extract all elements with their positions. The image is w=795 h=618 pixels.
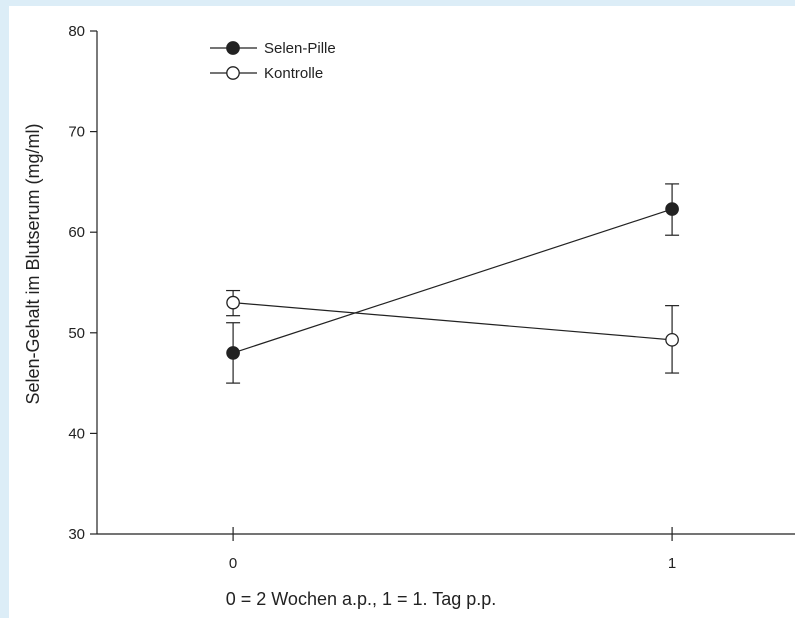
data-point <box>226 346 240 360</box>
data-point <box>226 295 240 310</box>
x-tick-label: 0 <box>229 555 237 572</box>
series-kontrolle <box>226 289 680 374</box>
x-axis-title: 0 = 2 Wochen a.p., 1 = 1. Tag p.p. <box>226 589 497 609</box>
data-point <box>665 332 679 347</box>
y-tick-label: 30 <box>68 526 85 543</box>
legend-item: Selen-Pille <box>210 40 336 57</box>
y-tick-label: 40 <box>68 425 85 442</box>
selenium-line-chart: 30 40 50 60 70 80 0 1 Selen-Pille Kontrolle Sele… <box>23 23 795 609</box>
legend-label: Kontrolle <box>264 65 323 82</box>
y-axis-title: Selen-Gehalt im Blutserum (mg/ml) <box>23 123 43 404</box>
y-tick-label: 70 <box>68 124 85 141</box>
y-tick-label: 80 <box>68 23 85 40</box>
axes: 30 40 50 60 70 80 0 1 <box>68 23 795 572</box>
series-line <box>232 208 673 354</box>
data-point <box>665 202 679 216</box>
legend-item: Kontrolle <box>210 65 323 82</box>
legend: Selen-Pille Kontrolle <box>210 40 336 82</box>
y-tick-label: 50 <box>68 325 85 342</box>
series-selen-pille <box>226 183 680 384</box>
legend-marker <box>226 41 240 55</box>
legend-marker <box>226 66 240 80</box>
series-line <box>233 302 673 341</box>
legend-label: Selen-Pille <box>264 40 336 57</box>
series-layer <box>226 183 680 384</box>
y-tick-label: 60 <box>68 224 85 241</box>
x-tick-label: 1 <box>668 555 676 572</box>
